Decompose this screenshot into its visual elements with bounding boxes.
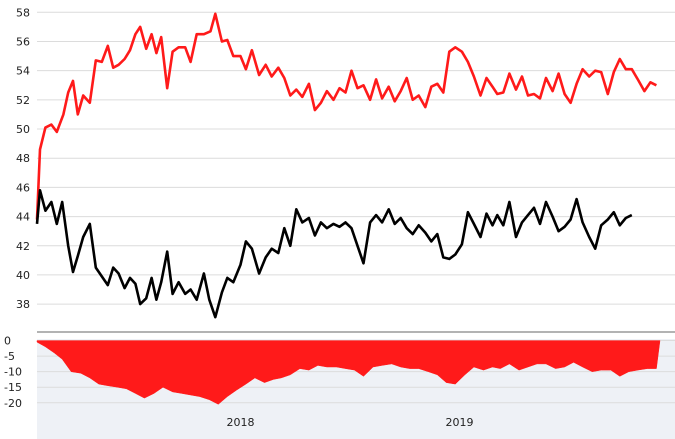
panel-gap: [0, 326, 675, 336]
x-tick-label: 2019: [446, 416, 474, 429]
bottom-panel-y-ticks: 0 -5 -10 -15 -20: [4, 335, 22, 410]
top-y-tick-label: 56: [16, 35, 30, 48]
x-axis-ticks: 2018 2019: [226, 416, 473, 429]
top-y-tick-label: 46: [16, 181, 30, 194]
top-y-tick-label: 38: [16, 298, 30, 311]
bottom-y-tick-label: -15: [4, 381, 22, 394]
top-panel-y-ticks: 38 40 42 44 46 48 50 52 54 56 58: [16, 6, 30, 311]
top-y-tick-label: 44: [16, 211, 30, 224]
top-y-tick-label: 40: [16, 269, 30, 282]
top-y-tick-label: 58: [16, 6, 30, 19]
series-red-line: [35, 12, 657, 220]
bottom-y-tick-label: 0: [4, 335, 11, 348]
top-y-tick-label: 42: [16, 240, 30, 253]
bottom-y-tick-label: -10: [4, 366, 22, 379]
top-y-tick-label: 50: [16, 123, 30, 136]
top-panel-grid: [37, 11, 675, 305]
bottom-y-tick-label: -5: [4, 350, 15, 363]
bottom-panel-series: [36, 340, 661, 405]
top-y-tick-label: 54: [16, 65, 30, 78]
top-y-tick-label: 52: [16, 94, 30, 107]
x-tick-label: 2018: [226, 416, 254, 429]
drawdown-area: [36, 340, 661, 405]
bottom-y-tick-label: -20: [4, 397, 22, 410]
top-y-tick-label: 48: [16, 152, 30, 165]
series-black-line: [35, 189, 633, 319]
top-panel-series: [35, 12, 657, 319]
